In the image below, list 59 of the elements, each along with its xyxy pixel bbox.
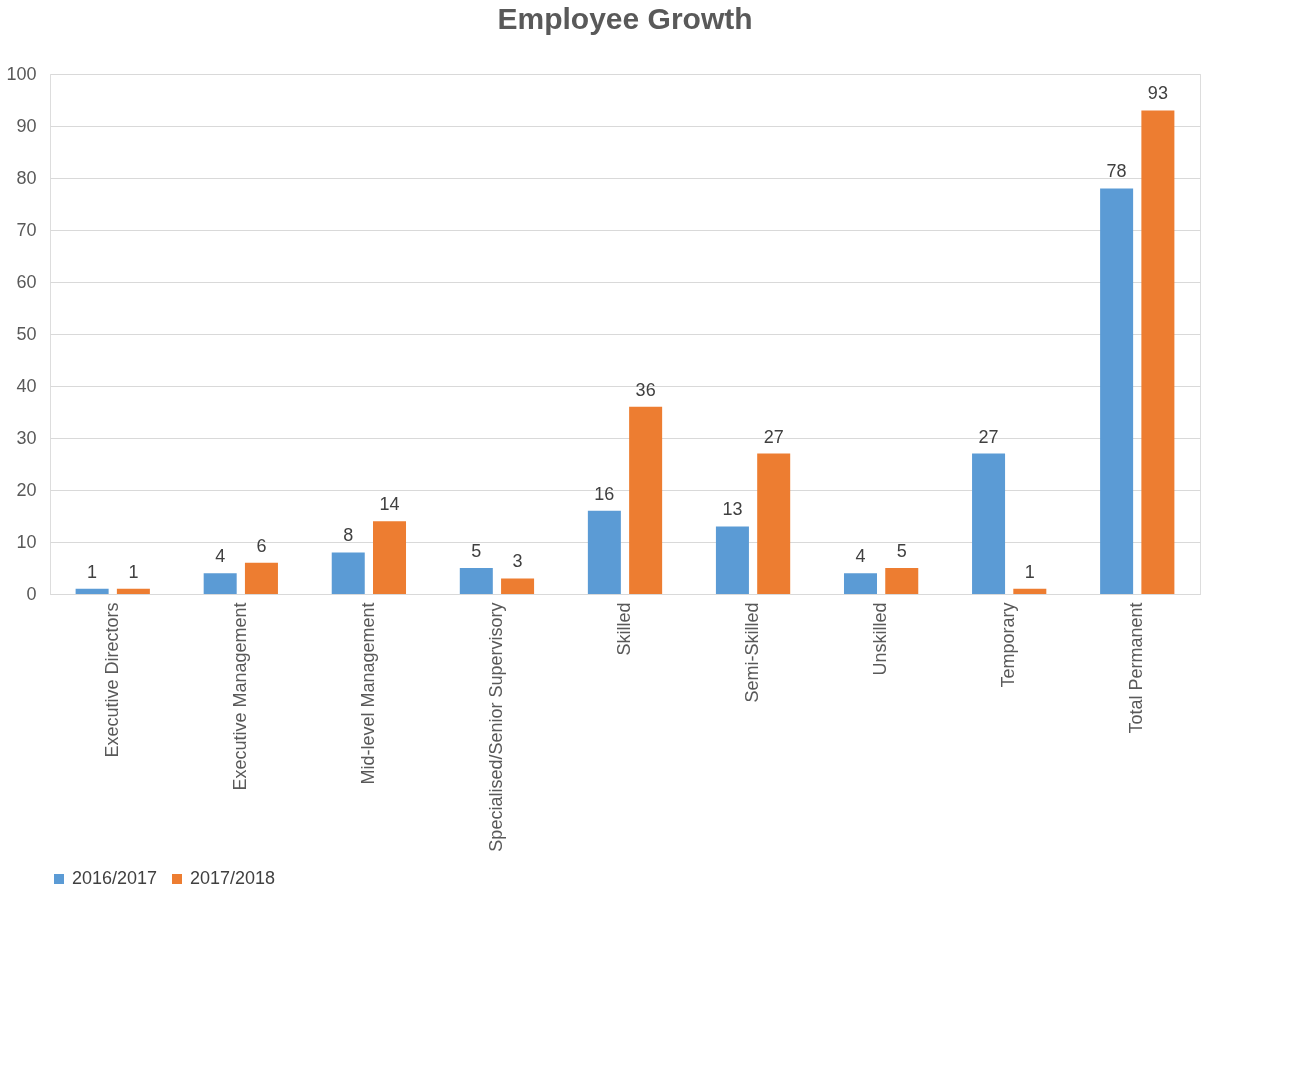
data-label: 6 [256,535,267,556]
bar [629,406,663,594]
legend-label: 2016/2017 [72,868,158,888]
bar [715,526,749,594]
data-label: 5 [471,541,482,561]
data-label: 27 [978,426,999,447]
y-tick-label: 40 [16,375,37,396]
y-tick-label: 70 [16,219,37,240]
data-label: 8 [343,525,354,546]
bar [972,453,1006,594]
x-tick-label: Skilled [614,602,634,656]
y-tick-label: 30 [16,427,37,448]
chart-title: Employee Growth [497,2,753,35]
bar [75,588,109,594]
bar [885,568,919,594]
bar [373,521,407,594]
data-label: 4 [215,546,226,567]
bar [331,552,365,594]
data-label: 3 [512,551,523,572]
x-tick-label: Mid-level Management [357,602,378,785]
x-tick-label: Executive Management [229,602,250,791]
y-tick-label: 90 [16,115,37,136]
data-label: 1 [128,561,139,582]
bar [459,568,493,594]
data-label: 1 [1024,561,1035,582]
x-tick-label: Unskilled [870,602,891,676]
data-label: 36 [635,379,656,400]
y-tick-label: 60 [16,271,37,292]
data-label: 27 [763,426,784,447]
data-label: 14 [379,494,400,515]
x-tick-label: Semi-Skilled [742,602,763,703]
bar [501,578,535,594]
x-tick-label: Total Permanent [1126,602,1147,734]
legend-label: 2017/2018 [190,868,276,888]
data-label: 4 [855,546,866,567]
data-label: 78 [1106,161,1127,182]
bar [843,573,877,594]
data-label: 13 [722,499,743,520]
bar [1013,588,1047,594]
data-label: 5 [896,541,907,561]
data-label: 1 [87,561,98,582]
y-tick-label: 100 [6,63,37,84]
x-tick-label: Specialised/Senior Supervisory [485,602,506,852]
y-tick-label: 20 [16,479,37,500]
y-tick-label: 10 [16,531,37,552]
bar [757,453,791,594]
bar [203,573,237,594]
bar [244,562,278,594]
bar [1100,188,1134,594]
y-tick-label: 50 [16,323,37,344]
x-tick-label: Temporary [998,602,1019,688]
x-tick-label: Executive Directors [101,602,122,758]
bar [587,510,621,594]
data-label: 93 [1147,83,1168,104]
data-label: 16 [594,483,615,504]
y-tick-label: 0 [26,583,37,604]
bar [1141,110,1175,594]
y-tick-label: 80 [16,167,37,188]
bar [116,588,150,594]
